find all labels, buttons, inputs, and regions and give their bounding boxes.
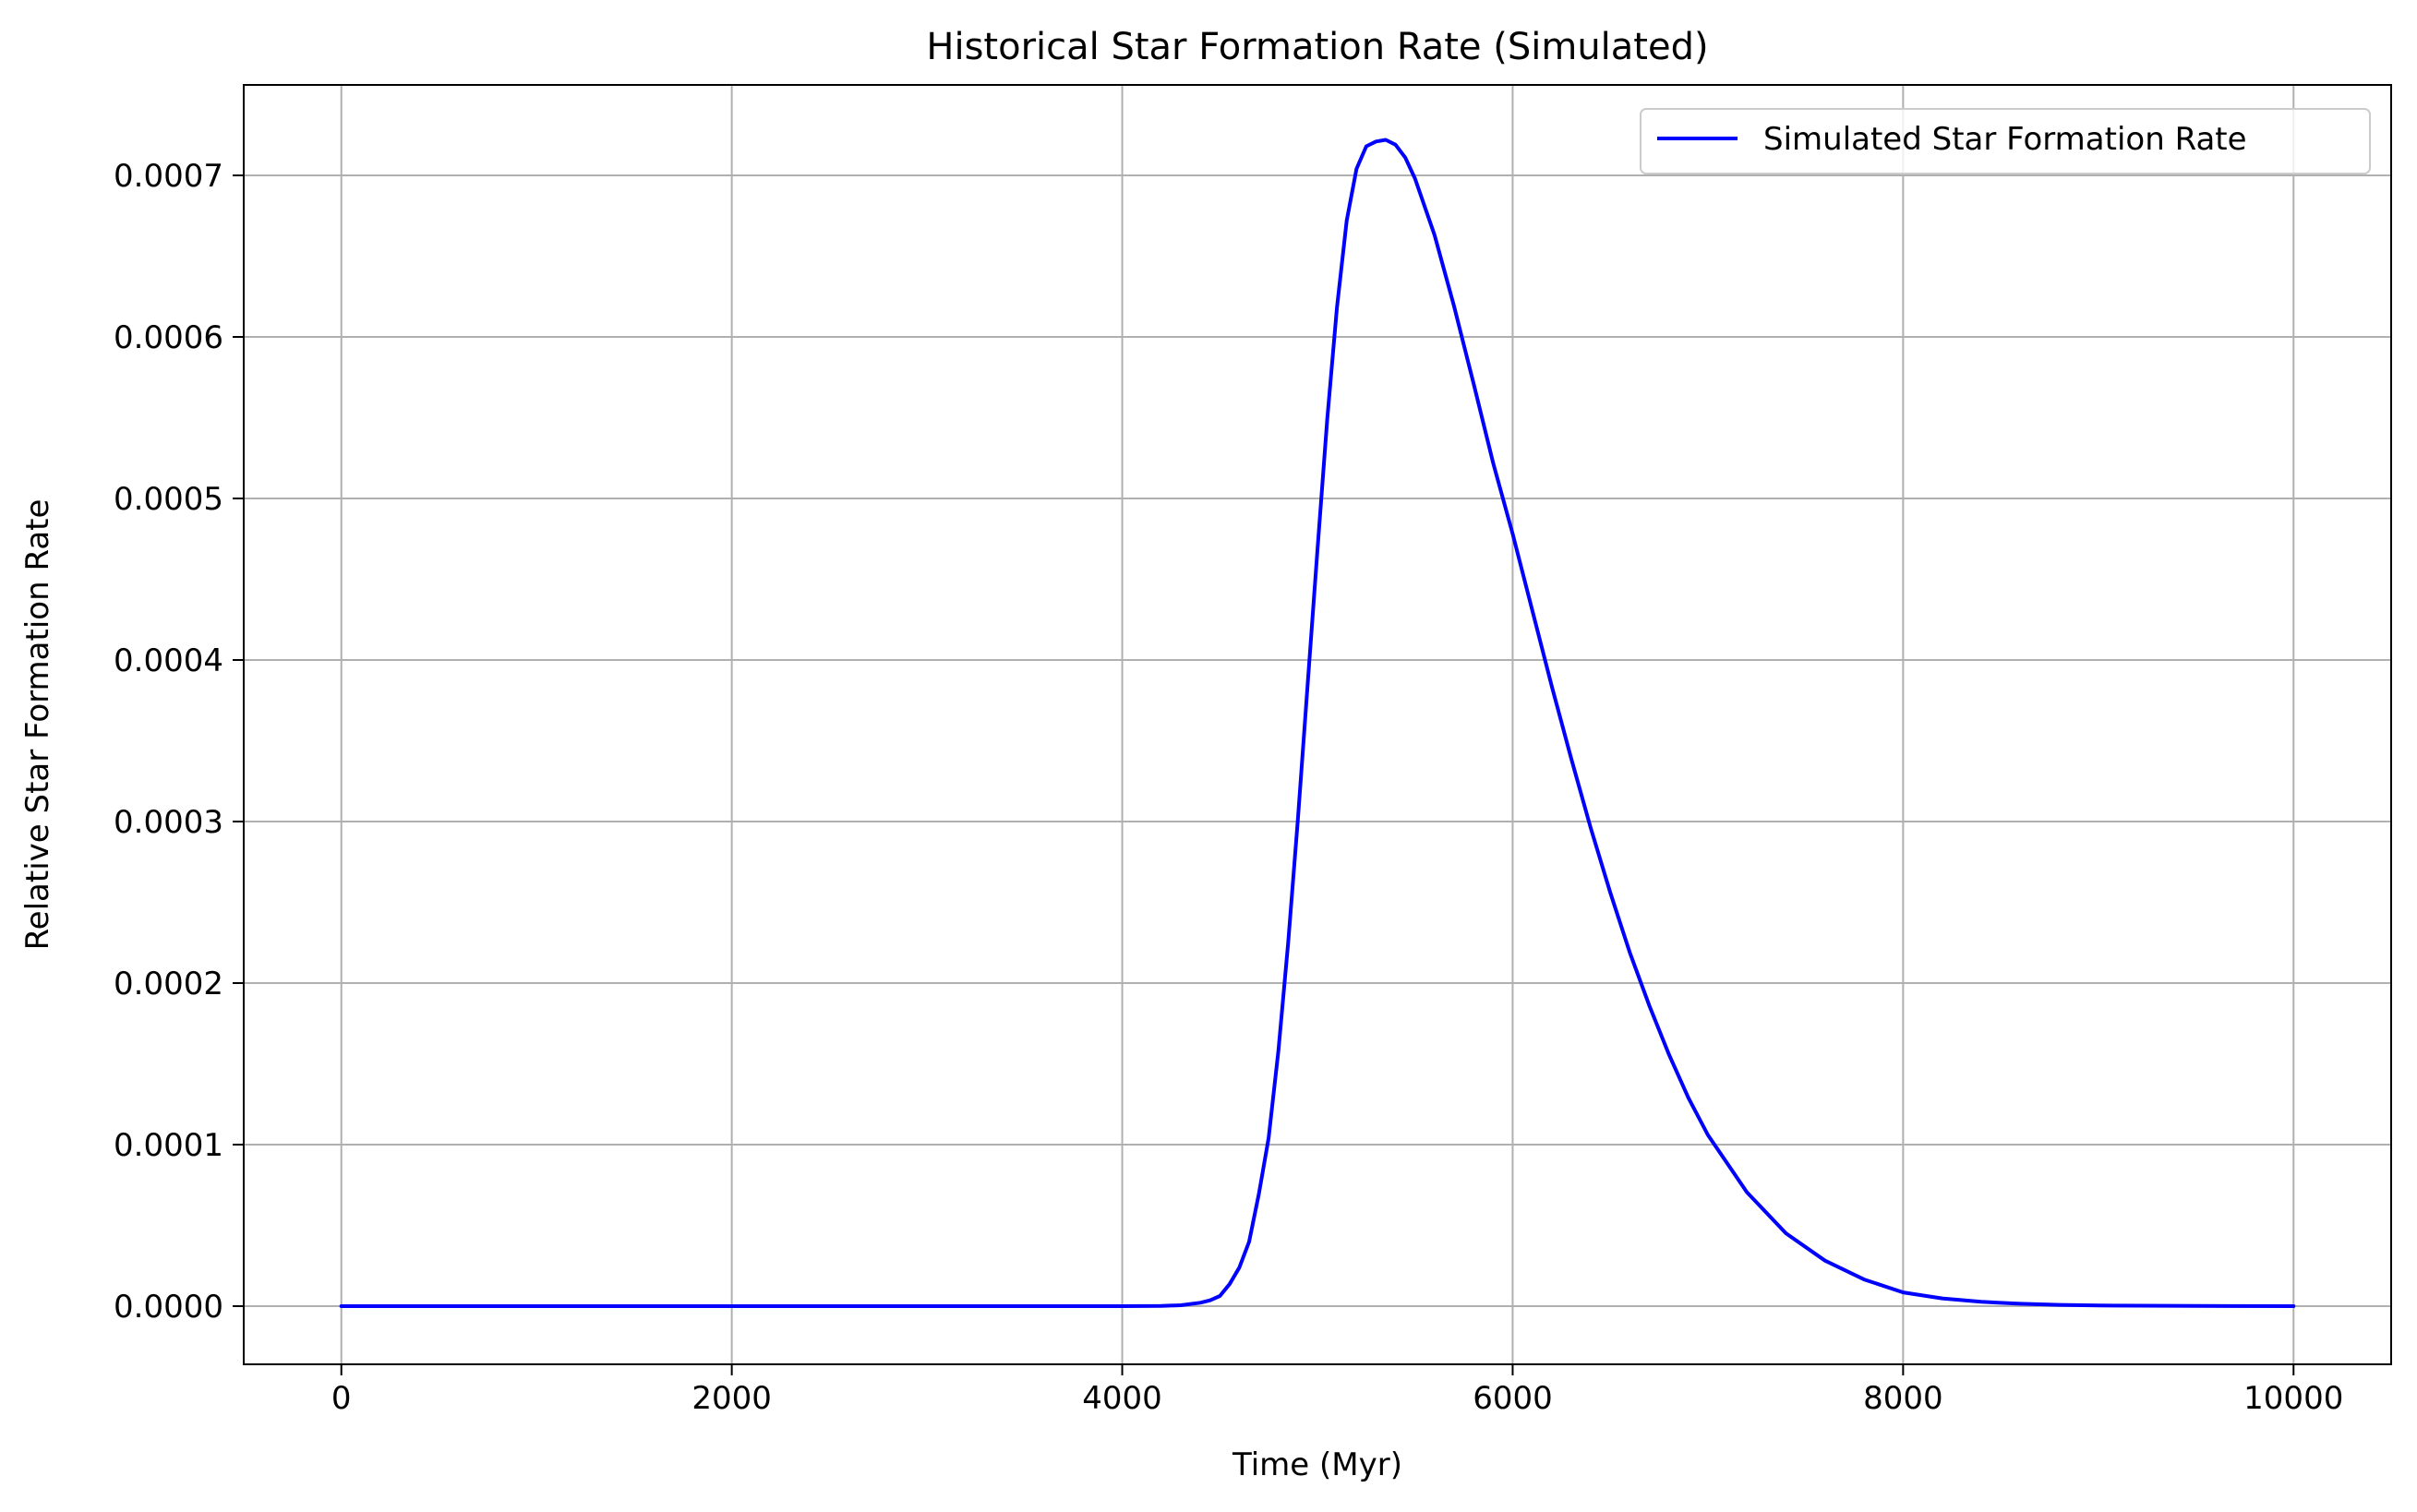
legend-box: [1640, 108, 2371, 174]
y-tick-label: 0.0004: [114, 642, 223, 679]
y-tick-label: 0.0005: [114, 481, 223, 518]
y-tick-label: 0.0000: [114, 1289, 223, 1326]
x-axis-label: Time (Myr): [1232, 1446, 1402, 1483]
y-axis-label: Relative Star Formation Rate: [19, 499, 56, 951]
x-tick-label: 6000: [1473, 1380, 1553, 1417]
x-tick-label: 8000: [1863, 1380, 1943, 1417]
chart-title: Historical Star Formation Rate (Simulate…: [926, 26, 1708, 68]
legend-entry-label: Simulated Star Formation Rate: [1763, 121, 2247, 158]
y-tick-label: 0.0002: [114, 966, 223, 1002]
legend: Simulated Star Formation Rate: [1640, 108, 2371, 174]
y-tick-label: 0.0006: [114, 319, 223, 356]
series-layer: [339, 138, 2296, 1308]
y-tick-label: 0.0001: [114, 1127, 223, 1164]
y-axis-ticks: 0.0000 0.0001 0.0002 0.0003 0.0004 0.0005 0.00…: [114, 158, 244, 1326]
y-tick-label: 0.0003: [114, 804, 223, 841]
grid-lines: [244, 85, 2391, 1364]
x-axis-ticks: 0 2000 4000 6000 8000 10000: [331, 1364, 2343, 1417]
x-tick-label: 0: [331, 1380, 352, 1417]
x-tick-label: 2000: [691, 1380, 772, 1417]
x-tick-label: 4000: [1082, 1380, 1162, 1417]
plot-frame: [243, 84, 2392, 1365]
series-line: [339, 138, 2296, 1308]
x-tick-label: 10000: [2243, 1380, 2343, 1417]
y-tick-label: 0.0007: [114, 158, 223, 195]
